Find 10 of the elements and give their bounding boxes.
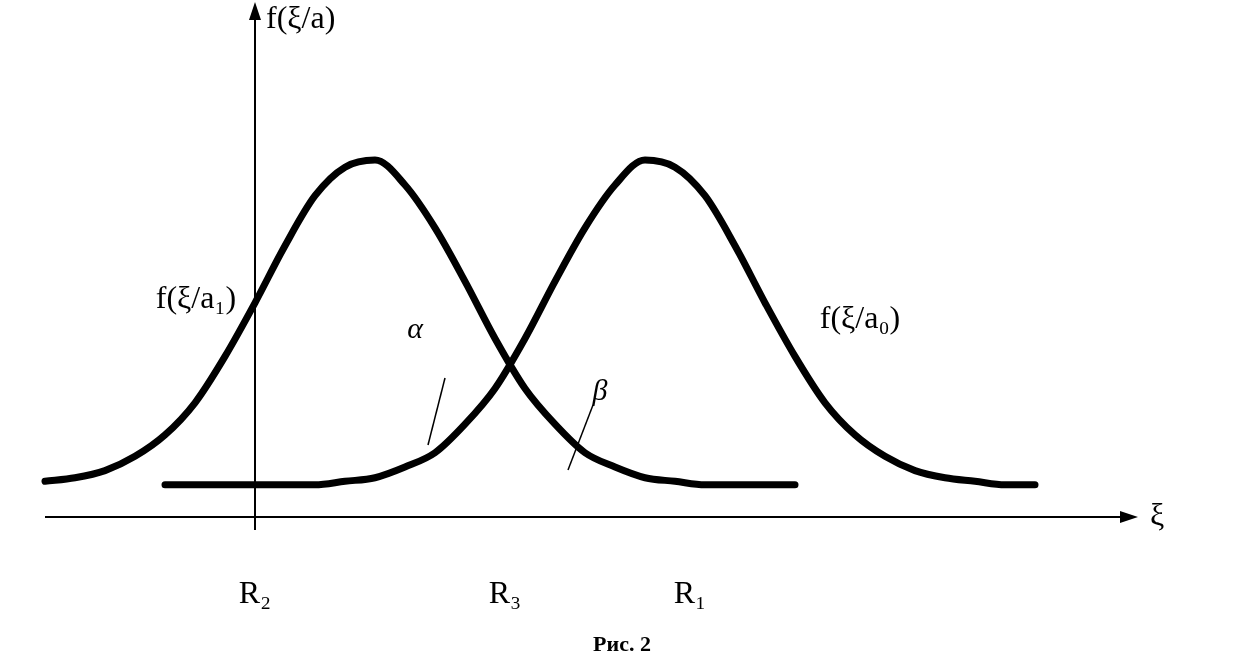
text: R₁ [673, 574, 707, 611]
text: R₃ [488, 574, 522, 611]
series-label: f(ξ/a₀) [819, 299, 901, 336]
annotation: β [591, 372, 608, 406]
annotation: α [407, 310, 425, 344]
series-label: f(ξ/a₁) [155, 279, 237, 316]
text: R₂ [238, 574, 272, 611]
x-axis-title: ξ [1150, 496, 1165, 533]
text: Рис. 2 [593, 630, 651, 656]
y-axis-title: f(ξ/a) [266, 0, 336, 36]
